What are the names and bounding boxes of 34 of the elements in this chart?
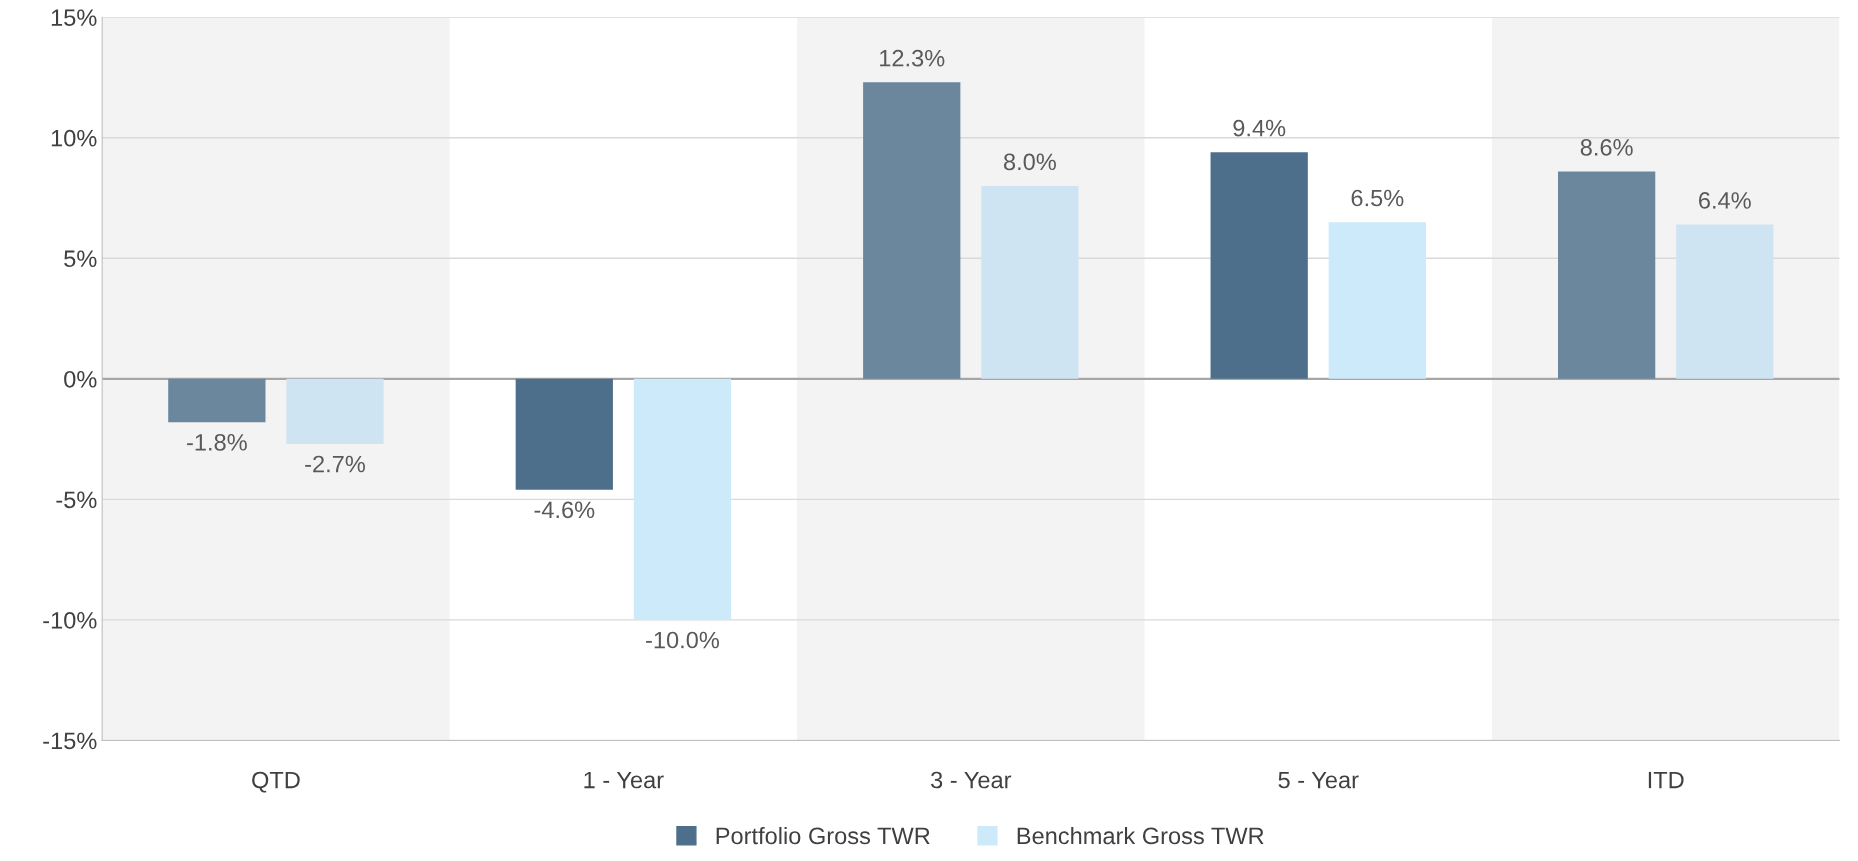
- bar: [1210, 152, 1308, 379]
- data-label: -1.8%: [187, 433, 247, 451]
- x-tick-label: QTD: [252, 771, 300, 793]
- data-label: 6.5%: [1351, 189, 1404, 207]
- bar: [286, 378, 384, 444]
- y-tick-label: -15%: [43, 732, 97, 750]
- data-label: 8.6%: [1580, 139, 1633, 156]
- data-label: 6.4%: [1699, 192, 1751, 209]
- data-label: 8.0%: [1003, 153, 1056, 171]
- y-tick-label: 10%: [51, 129, 97, 147]
- y-tick-label: 5%: [64, 250, 97, 268]
- data-label: 12.3%: [880, 49, 945, 67]
- legend-label: Portfolio Gross TWR: [716, 826, 930, 845]
- y-tick-label: -10%: [43, 611, 97, 629]
- x-tick-label: 3 - Year: [931, 771, 1012, 789]
- x-tick-label: ITD: [1648, 771, 1684, 789]
- y-tick-label: -5%: [56, 491, 97, 509]
- y-tick-label: 0%: [64, 370, 97, 388]
- x-tick-label: 1 - Year: [584, 771, 664, 789]
- x-tick-label: 5 - Year: [1278, 771, 1359, 789]
- data-label: -10.0%: [646, 631, 719, 649]
- bar: [1676, 224, 1774, 379]
- bar: [863, 82, 961, 379]
- data-label: 9.4%: [1233, 119, 1286, 137]
- data-label: -2.7%: [305, 455, 365, 473]
- bar: [168, 378, 266, 423]
- bar: [633, 378, 732, 620]
- bar: [981, 185, 1079, 379]
- y-tick-label: 15%: [51, 9, 97, 27]
- bar: [1557, 171, 1656, 379]
- data-label: -4.6%: [534, 501, 595, 519]
- bar: [515, 378, 613, 490]
- legend-label: Benchmark Gross TWR: [1017, 826, 1264, 845]
- bar: [1328, 222, 1426, 379]
